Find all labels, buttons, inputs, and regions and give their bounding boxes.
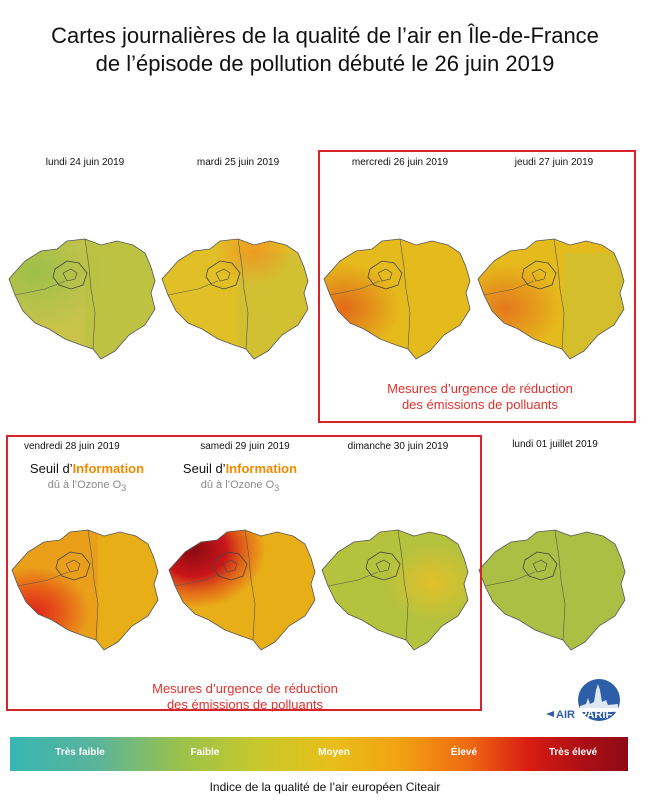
map-day-8: lundi 01 juillet 2019 bbox=[475, 439, 635, 651]
measures-line-1: Mesures d’urgence de réduction bbox=[387, 381, 573, 396]
idf-map-4 bbox=[477, 238, 625, 360]
idf-map-8 bbox=[478, 529, 626, 651]
map-day-7: dimanche 30 juin 2019 bbox=[318, 441, 478, 651]
seuil-prefix: Seuil d’ bbox=[182, 461, 226, 476]
seuil-highlight: Information bbox=[225, 461, 298, 476]
seuil-due: dû à l’Ozone O bbox=[47, 479, 122, 491]
scale-label-moyen: Moyen bbox=[318, 747, 350, 758]
scale-label-faible: Faible bbox=[190, 747, 220, 758]
urgent-measures-text-2: Mesures d’urgence de réduction des émiss… bbox=[95, 681, 395, 713]
map-date: lundi 24 juin 2019 bbox=[45, 157, 125, 168]
map-date: vendredi 28 juin 2019 bbox=[24, 441, 120, 452]
seuil-sub: 3 bbox=[274, 483, 280, 494]
map-date: mardi 25 juin 2019 bbox=[196, 157, 280, 168]
measures-line-2: des émissions de polluants bbox=[166, 697, 324, 712]
map-date: samedi 29 juin 2019 bbox=[200, 441, 290, 452]
map-day-3: mercredi 26 juin 2019 bbox=[320, 157, 480, 367]
idf-map-7 bbox=[321, 529, 469, 651]
citeair-color-scale: Très faible Faible Moyen Élevé Très élev… bbox=[10, 737, 628, 771]
measures-line-1: Mesures d’urgence de réduction bbox=[152, 681, 338, 696]
map-date: dimanche 30 juin 2019 bbox=[347, 441, 449, 452]
airparif-logo: AIR PARIF bbox=[546, 678, 636, 728]
scale-caption: Indice de la qualité de l’air européen C… bbox=[209, 780, 441, 794]
map-day-5: vendredi 28 juin 2019 bbox=[8, 441, 168, 651]
seuil-sub: 3 bbox=[121, 483, 127, 494]
logo-text-air: AIR bbox=[556, 709, 575, 721]
idf-map-3 bbox=[323, 238, 471, 360]
seuil-label-1: Seuil d’Information dû à l’Ozone O3 bbox=[12, 460, 162, 497]
map-day-2: mardi 25 juin 2019 bbox=[158, 157, 318, 367]
page-title: Cartes journalières de la qualité de l’a… bbox=[0, 22, 650, 78]
urgent-measures-frame-2 bbox=[6, 435, 482, 711]
map-date: mercredi 26 juin 2019 bbox=[351, 157, 449, 168]
map-day-1: lundi 24 juin 2019 bbox=[5, 157, 165, 367]
map-date: jeudi 27 juin 2019 bbox=[514, 157, 594, 168]
idf-map-2 bbox=[161, 238, 309, 360]
scale-label-tres-faible: Très faible bbox=[55, 747, 105, 758]
idf-map-6 bbox=[168, 529, 316, 651]
map-day-6: samedi 29 juin 2019 bbox=[165, 441, 325, 651]
map-day-4: jeudi 27 juin 2019 bbox=[474, 157, 634, 367]
scale-label-tres-eleve: Très élevé bbox=[548, 747, 598, 758]
map-date: lundi 01 juillet 2019 bbox=[512, 439, 598, 450]
logo-text-parif: PARIF bbox=[580, 709, 612, 721]
seuil-prefix: Seuil d’ bbox=[29, 461, 73, 476]
seuil-highlight: Information bbox=[72, 461, 145, 476]
seuil-label-2: Seuil d’Information dû à l’Ozone O3 bbox=[165, 460, 315, 497]
seuil-due: dû à l’Ozone O bbox=[200, 479, 275, 491]
title-line-2: de l’épisode de pollution débuté le 26 j… bbox=[95, 51, 555, 76]
measures-line-2: des émissions de polluants bbox=[401, 397, 559, 412]
urgent-measures-frame-1 bbox=[318, 150, 636, 423]
idf-map-5 bbox=[11, 529, 159, 651]
idf-map-1 bbox=[8, 238, 156, 360]
urgent-measures-text-1: Mesures d’urgence de réduction des émiss… bbox=[330, 381, 630, 413]
title-line-1: Cartes journalières de la qualité de l’a… bbox=[51, 23, 599, 48]
scale-label-eleve: Élevé bbox=[450, 747, 478, 758]
